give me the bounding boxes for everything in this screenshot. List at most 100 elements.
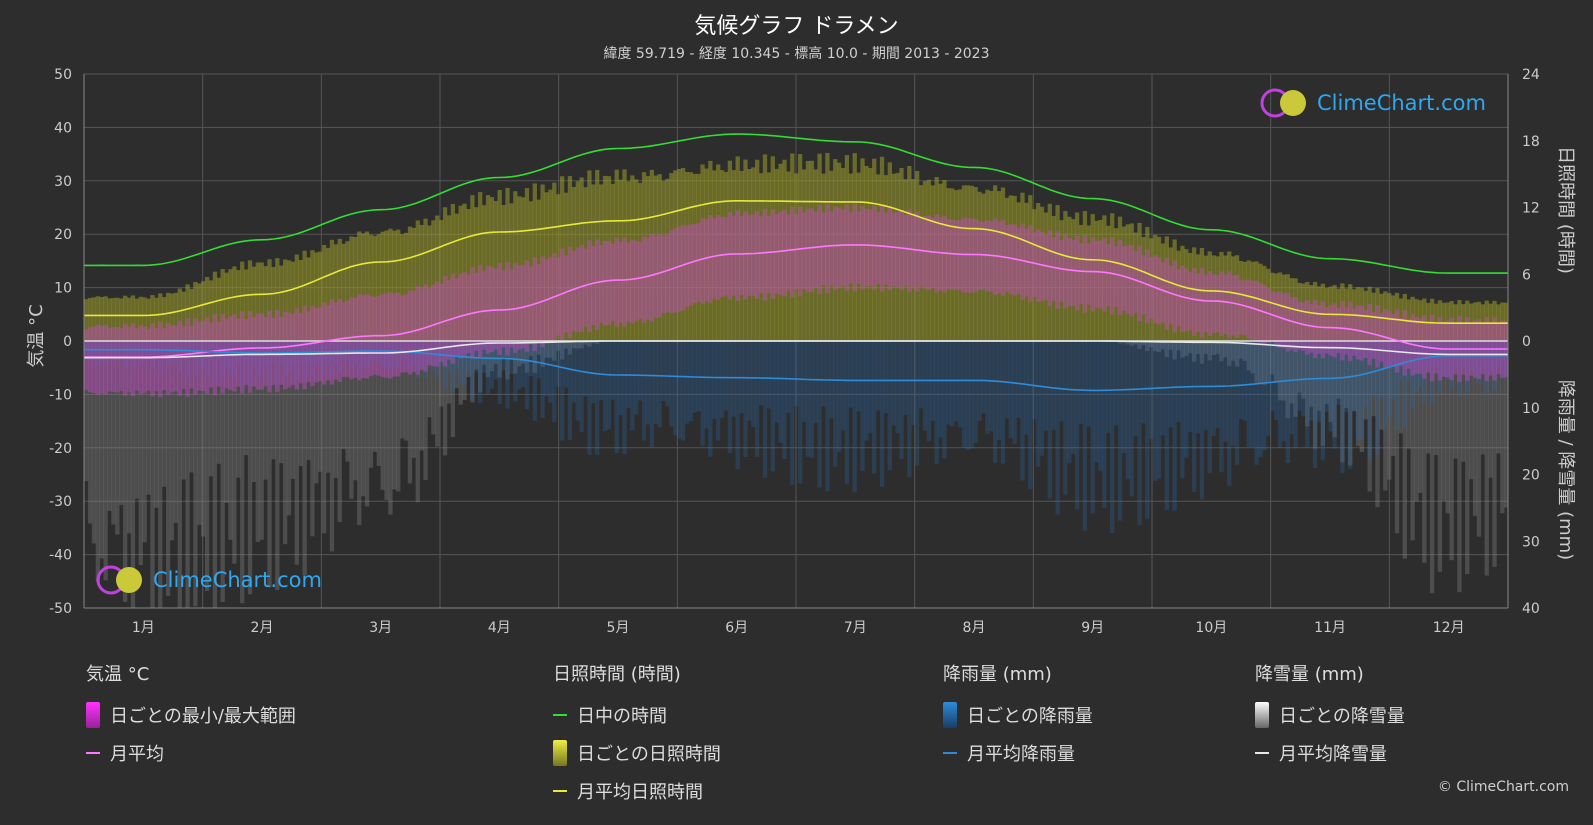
daily-rain-bar — [634, 341, 639, 415]
daily-temp-range-bar — [961, 218, 967, 293]
daily-rain-bar — [212, 341, 218, 383]
daily-snow-bar — [240, 341, 245, 604]
daily-temp-range-bar — [181, 326, 186, 390]
daily-rain-bar — [1078, 341, 1084, 424]
daily-rain-bar — [1328, 341, 1333, 432]
daily-temp-range-bar — [493, 268, 498, 350]
daily-snow-bar — [193, 341, 198, 607]
daily-sunshine-bar — [532, 183, 537, 341]
daily-sunshine-bar — [993, 185, 998, 341]
daily-snow-bar — [286, 341, 292, 516]
daily-snow-bar — [1191, 341, 1197, 362]
daily-sunshine-bar — [138, 296, 143, 341]
daily-rain-bar — [723, 341, 729, 411]
daily-snow-bar — [1133, 341, 1138, 345]
daily-rain-bar — [595, 341, 600, 455]
daily-snow-bar — [1168, 341, 1173, 350]
daily-sunshine-bar — [1121, 226, 1127, 341]
brand-logo-bottom[interactable]: ClimeChart.com — [95, 563, 322, 597]
daily-rain-bar — [618, 341, 623, 416]
daily-temp-range-bar — [618, 241, 623, 323]
daily-rain-bar — [1020, 341, 1025, 481]
daily-sunshine-bar — [1375, 288, 1380, 341]
daily-temp-range-bar — [1227, 271, 1232, 339]
daily-snow-bar — [99, 341, 104, 559]
daily-temp-range-bar — [606, 240, 612, 325]
daily-temp-range-bar — [1262, 284, 1267, 344]
daily-rain-bar — [204, 341, 210, 377]
daily-sunshine-bar — [224, 272, 229, 341]
climate-chart: 50 40 30 20 10 0 -10 -20 -30 -40 -50 24 18 12 6 0 10 20 30… — [26, 67, 1576, 636]
daily-sunshine-bar — [957, 189, 963, 341]
daily-temp-range-bar — [1250, 280, 1255, 340]
daily-sunshine-bar — [848, 173, 853, 341]
daily-temp-range-bar — [634, 240, 639, 322]
daily-snow-bar — [1336, 341, 1341, 399]
legend-rain: 降雨量 (mm) 日ごとの降雨量 月平均降雨量 — [943, 660, 1093, 772]
daily-temp-range-bar — [677, 226, 682, 312]
daily-sunshine-bar — [864, 165, 869, 341]
swatch-line-icon — [553, 790, 567, 792]
daily-temp-range-bar — [1219, 271, 1224, 337]
daily-rain-bar — [1484, 341, 1489, 393]
daily-sunshine-bar — [1262, 265, 1267, 341]
right-top-tick-label: 24 — [1522, 67, 1540, 83]
daily-temp-range-bar — [1078, 243, 1084, 305]
daily-snow-bar — [411, 341, 417, 458]
daily-rain-bar — [282, 341, 288, 378]
daily-snow-bar — [1211, 341, 1216, 355]
daily-temp-range-bar — [1180, 265, 1185, 333]
daily-rain-bar — [1414, 341, 1419, 392]
daily-rain-bar — [1051, 341, 1056, 430]
daily-temp-range-bar — [836, 207, 842, 289]
daily-sunshine-bar — [349, 236, 354, 341]
daily-sunshine-bar — [684, 171, 690, 341]
legend-item-daily-snow: 日ごとの降雪量 — [1255, 696, 1405, 734]
daily-temp-range-bar — [903, 214, 908, 286]
daily-rain-bar — [1320, 341, 1326, 461]
daily-snow-bar — [497, 341, 502, 378]
daily-temp-range-bar — [973, 219, 978, 293]
daily-sunshine-bar — [1113, 228, 1119, 341]
daily-snow-bar — [1250, 341, 1255, 374]
daily-rain-bar — [954, 341, 959, 422]
x-tick-label: 1月 — [132, 620, 155, 636]
daily-temp-range-bar — [1000, 219, 1006, 296]
daily-snow-bar — [306, 341, 311, 461]
daily-rain-bar — [388, 341, 393, 371]
daily-sunshine-bar — [805, 160, 811, 341]
brand-logo-top[interactable]: ClimeChart.com — [1259, 86, 1486, 120]
daily-sunshine-bar — [462, 203, 467, 341]
daily-sunshine-bar — [747, 168, 752, 341]
daily-snow-bar — [162, 341, 167, 487]
daily-sunshine-bar — [294, 254, 299, 341]
daily-sunshine-bar — [376, 234, 381, 341]
daily-sunshine-bar — [517, 196, 522, 341]
daily-rain-bar — [509, 341, 514, 374]
daily-snow-bar — [1457, 341, 1462, 593]
daily-snow-bar — [1344, 341, 1349, 408]
daily-rain-bar — [918, 341, 924, 409]
daily-rain-bar — [649, 341, 654, 447]
daily-temp-range-bar — [794, 214, 799, 290]
daily-temp-range-bar — [310, 305, 315, 387]
daily-sunshine-bar — [930, 185, 935, 341]
daily-sunshine-bar — [290, 261, 296, 341]
daily-rain-bar — [532, 341, 537, 421]
daily-rain-bar — [911, 341, 916, 425]
daily-temp-range-bar — [95, 324, 101, 395]
daily-snow-bar — [419, 341, 424, 451]
daily-temp-range-bar — [1067, 238, 1072, 307]
daily-snow-bar — [1484, 341, 1489, 576]
daily-snow-bar — [150, 341, 155, 608]
daily-snow-bar — [349, 341, 354, 499]
left-tick-label: 50 — [54, 67, 72, 83]
daily-temp-range-bar — [751, 214, 756, 297]
daily-snow-bar — [1480, 341, 1485, 455]
daily-rain-bar — [844, 341, 850, 484]
daily-rain-bar — [1324, 341, 1329, 412]
daily-sunshine-bar — [833, 159, 838, 341]
daily-sunshine-bar — [1332, 285, 1337, 341]
daily-snow-bar — [1465, 341, 1470, 575]
legend-label: 月平均降雨量 — [967, 744, 1075, 765]
